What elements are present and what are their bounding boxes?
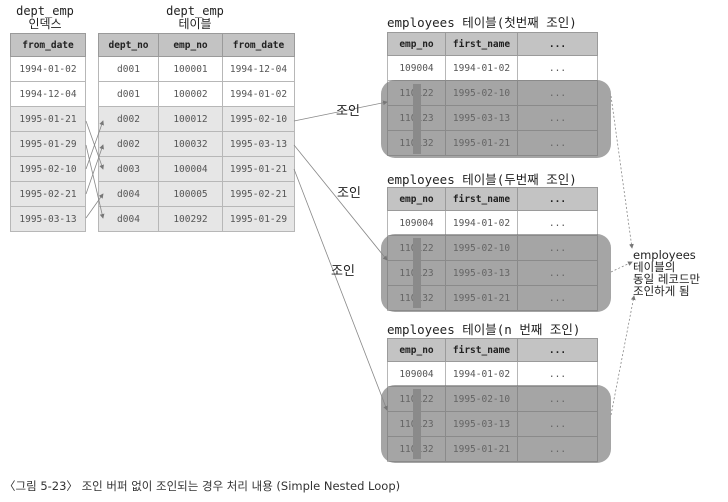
header-more: ... xyxy=(517,187,598,211)
note-arrow xyxy=(610,95,634,249)
cell: 1995-01-29 xyxy=(222,206,295,232)
index-row: 1995-03-13 xyxy=(10,206,86,232)
header-first-name: first_name xyxy=(445,338,518,362)
header-more: ... xyxy=(517,32,598,56)
join-label-1: 조인 xyxy=(336,104,360,119)
index-header-from-date: from_date xyxy=(10,33,86,57)
dept-emp-index-table: from_date 1994-01-02 1994-12-04 1995-01-… xyxy=(10,33,86,232)
cell: 1994-01-02 xyxy=(445,210,518,236)
index-pointer-arrow xyxy=(85,144,105,219)
header-first-name: first_name xyxy=(445,32,518,56)
cell: d004 xyxy=(98,181,159,207)
dept-emp-table: dept_no emp_no from_date d001 100001 199… xyxy=(98,33,295,232)
index-row: 1994-12-04 xyxy=(10,81,86,107)
join-label-2: 조인 xyxy=(337,186,361,201)
cell: 100005 xyxy=(158,181,223,207)
join-line-2 xyxy=(293,144,388,261)
index-pointer-arrow xyxy=(85,144,104,195)
left-table-title: dept_emp 인덱스 xyxy=(10,5,80,31)
scan-arrow-2 xyxy=(413,238,421,308)
header-more: ... xyxy=(517,338,598,362)
cell: 1994-01-02 xyxy=(445,361,518,387)
cell: 1994-01-02 xyxy=(222,81,295,107)
middle-table-title: dept_emp 테이블 xyxy=(155,5,235,31)
join-label-3: 조인 xyxy=(331,264,355,279)
note-line: 동일 레코드만 xyxy=(633,272,701,286)
join-line-n xyxy=(293,168,388,411)
index-row: 1995-01-29 xyxy=(10,131,86,157)
cell: 1995-03-13 xyxy=(222,131,295,157)
note-line: 조인하게 됨 xyxy=(633,284,690,298)
employees-table-1-title: employees 테이블(첫번째 조인) xyxy=(387,15,577,30)
note-line: employees xyxy=(633,248,696,262)
join-line-1 xyxy=(293,100,388,122)
cell: ... xyxy=(517,361,598,387)
cell: 100004 xyxy=(158,156,223,182)
note-line: 테이블의 xyxy=(633,260,676,274)
left-title-line1: dept_emp xyxy=(16,4,74,18)
header-emp-no: emp_no xyxy=(158,33,223,57)
cell: 109004 xyxy=(387,55,446,81)
cell: d001 xyxy=(98,81,159,107)
cell: d001 xyxy=(98,56,159,82)
employees-table-2-title: employees 테이블(두번째 조인) xyxy=(387,172,577,187)
cell: 1994-01-02 xyxy=(445,55,518,81)
cell: d002 xyxy=(98,131,159,157)
cell: d002 xyxy=(98,106,159,132)
left-title-line2: 인덱스 xyxy=(28,17,62,31)
index-pointer-arrow xyxy=(85,120,104,170)
cell: 109004 xyxy=(387,210,446,236)
scan-arrow-3 xyxy=(413,389,421,459)
index-pointer-arrow xyxy=(85,193,104,219)
cell: d004 xyxy=(98,206,159,232)
note-arrow xyxy=(610,261,633,273)
note-text: employees 테이블의 동일 레코드만 조인하게 됨 xyxy=(633,249,700,297)
note-arrow xyxy=(610,295,636,416)
header-dept-no: dept_no xyxy=(98,33,159,57)
header-from-date: from_date xyxy=(222,33,295,57)
cell: ... xyxy=(517,55,598,81)
cell: d003 xyxy=(98,156,159,182)
middle-title-line2: 테이블 xyxy=(178,17,212,31)
cell: 1995-01-21 xyxy=(222,156,295,182)
cell: 100292 xyxy=(158,206,223,232)
index-row: 1995-02-21 xyxy=(10,181,86,207)
figure-caption: 〈그림 5-23〉 조인 버퍼 없이 조인되는 경우 처리 내용 (Simple… xyxy=(4,479,401,493)
index-row: 1995-02-10 xyxy=(10,156,86,182)
employees-table-3-title: employees 테이블(n 번째 조인) xyxy=(387,322,581,337)
middle-title-line1: dept_emp xyxy=(166,4,224,18)
cell: 100001 xyxy=(158,56,223,82)
header-emp-no: emp_no xyxy=(387,32,446,56)
scan-arrow-1 xyxy=(413,84,421,154)
